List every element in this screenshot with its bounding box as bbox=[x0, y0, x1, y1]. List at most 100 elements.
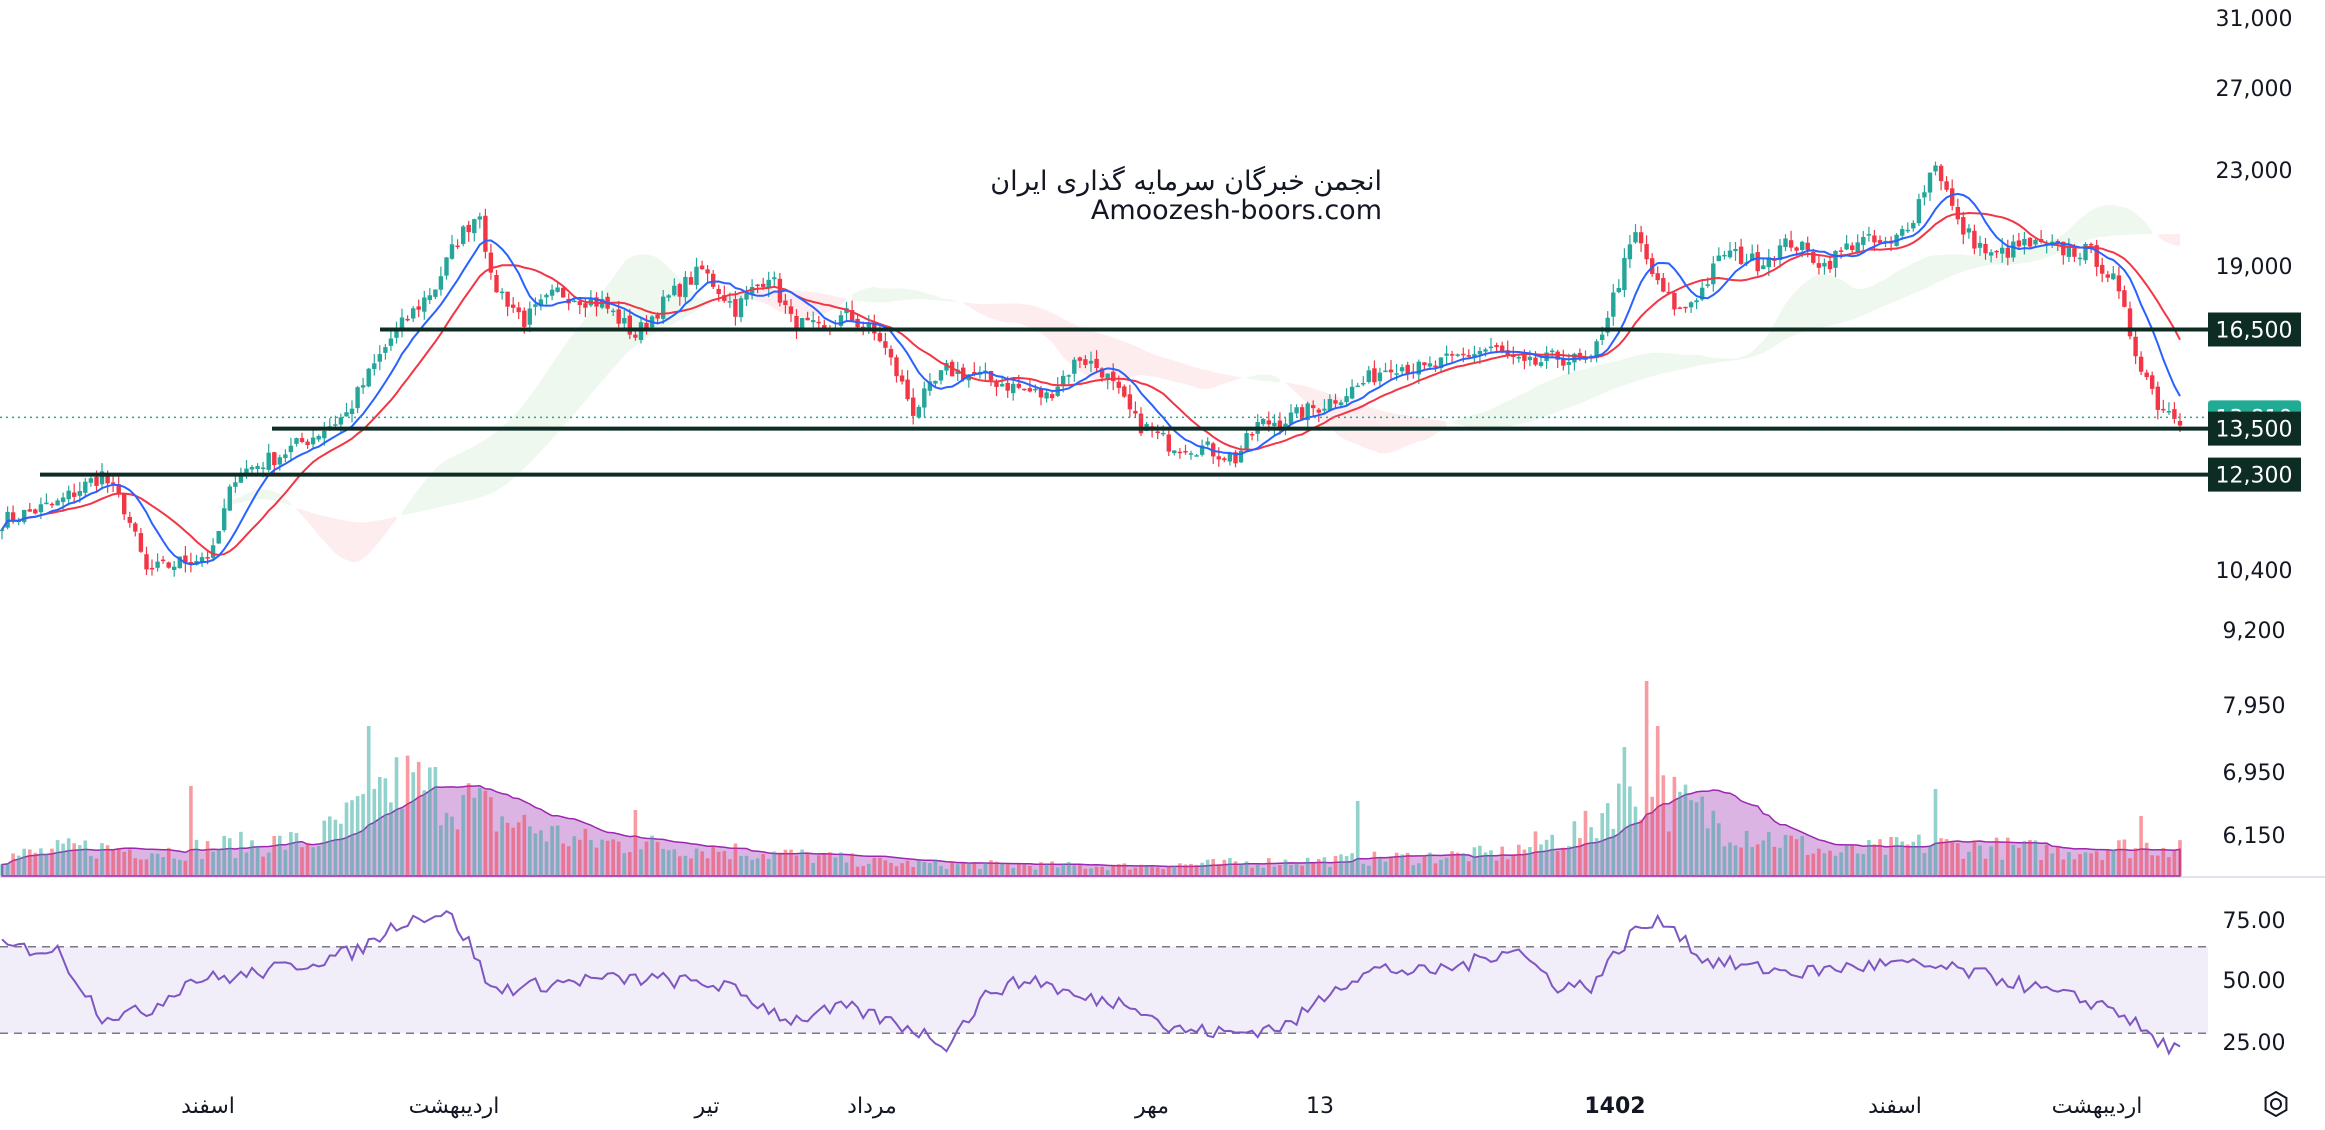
volume-bar bbox=[428, 767, 432, 876]
volume-bar bbox=[1000, 863, 1004, 876]
candle-body bbox=[544, 294, 549, 298]
candle-body bbox=[1227, 453, 1233, 462]
volume-bar bbox=[150, 853, 154, 876]
candle-body bbox=[911, 397, 916, 416]
volume-bar bbox=[872, 857, 877, 876]
candle-body bbox=[49, 503, 55, 506]
price-tick-label: 7,950 bbox=[2223, 694, 2286, 719]
volume-bar bbox=[1794, 839, 1799, 876]
candle-body bbox=[283, 454, 288, 458]
candle-body bbox=[383, 347, 388, 353]
volume-pane bbox=[0, 681, 2182, 877]
candle-body bbox=[249, 467, 255, 470]
volume-bar bbox=[1811, 853, 1816, 876]
candle-body bbox=[1755, 252, 1760, 272]
volume-bar bbox=[1372, 851, 1377, 876]
volume-bar bbox=[83, 840, 88, 876]
volume-bar bbox=[1739, 847, 1743, 876]
candle-body bbox=[483, 215, 488, 252]
volume-bar bbox=[905, 860, 910, 876]
cloud-segment bbox=[1246, 374, 1280, 383]
volume-bar bbox=[1183, 864, 1188, 876]
volume-bar bbox=[1678, 791, 1682, 876]
volume-bar bbox=[611, 839, 615, 876]
volume-bar bbox=[2094, 851, 2099, 876]
volume-bar bbox=[1389, 857, 1393, 876]
price-tick-label: 6,950 bbox=[2223, 761, 2286, 786]
candle-body bbox=[838, 315, 844, 326]
volume-bar bbox=[1994, 837, 1999, 876]
price-axis[interactable]: 31,00027,00023,00019,00016,50013,81013,5… bbox=[2208, 7, 2301, 1056]
candle-body bbox=[849, 310, 855, 321]
volume-bar bbox=[616, 841, 621, 876]
moving-average-slow bbox=[1, 211, 2181, 557]
candle-body bbox=[1511, 355, 1516, 357]
volume-bar bbox=[1067, 862, 1071, 876]
volume-bar bbox=[994, 861, 999, 876]
volume-bar bbox=[466, 783, 471, 876]
volume-bar bbox=[1667, 831, 1671, 876]
volume-bar bbox=[1150, 867, 1154, 876]
candle-body bbox=[727, 301, 733, 303]
volume-bar bbox=[716, 851, 721, 876]
volume-bar bbox=[883, 860, 888, 876]
volume-bar bbox=[1450, 851, 1454, 876]
horizontal-levels[interactable] bbox=[0, 327, 2208, 477]
candle-body bbox=[877, 333, 883, 342]
volume-bar bbox=[172, 858, 176, 876]
volume-bar bbox=[583, 828, 588, 876]
volume-bar bbox=[250, 840, 254, 876]
candle-body bbox=[488, 252, 494, 273]
volume-bar bbox=[2083, 852, 2088, 876]
candle-body bbox=[1205, 441, 1210, 445]
volume-bar bbox=[839, 852, 843, 876]
volume-bar bbox=[1661, 775, 1666, 876]
volume-bar bbox=[1772, 846, 1777, 876]
volume-bar bbox=[817, 855, 821, 876]
candle-body bbox=[1305, 403, 1310, 421]
candle-body bbox=[288, 445, 294, 453]
volume-bar bbox=[1805, 854, 1810, 876]
candle-body bbox=[1399, 367, 1405, 372]
volume-bar bbox=[1100, 866, 1104, 876]
volume-bar bbox=[1178, 863, 1182, 876]
volume-bar bbox=[1139, 864, 1143, 876]
candle-body bbox=[1688, 302, 1694, 308]
candle-body bbox=[1077, 357, 1083, 361]
volume-bar bbox=[983, 862, 988, 876]
volume-bar bbox=[1833, 855, 1838, 876]
time-axis[interactable]: اسفند اردیبهشت تیر مرداد مهر 13 1402 اسفند اردیب… bbox=[181, 1094, 2142, 1119]
volume-bar bbox=[55, 840, 60, 876]
volume-bar bbox=[233, 858, 238, 876]
candle-body bbox=[1483, 349, 1488, 352]
candle-body bbox=[1661, 278, 1666, 292]
volume-bar bbox=[828, 852, 832, 876]
volume-bar bbox=[666, 850, 671, 876]
volume-bar bbox=[1417, 863, 1421, 876]
volume-bar bbox=[128, 849, 132, 876]
candle-body bbox=[1366, 370, 1371, 382]
volume-bar bbox=[789, 849, 793, 876]
candle-body bbox=[260, 467, 266, 469]
candle-body bbox=[772, 277, 777, 280]
volume-bar bbox=[389, 802, 393, 876]
volume-bar bbox=[1083, 868, 1088, 876]
volume-bar bbox=[694, 848, 699, 876]
volume-bar bbox=[978, 869, 982, 876]
candle-body bbox=[10, 512, 16, 521]
candle-body bbox=[916, 406, 921, 418]
volume-bar bbox=[222, 835, 226, 876]
volume-bar bbox=[472, 797, 477, 876]
volume-bar bbox=[1400, 854, 1404, 876]
volume-bar bbox=[50, 848, 54, 876]
volume-bar bbox=[272, 836, 276, 876]
candle-body bbox=[1111, 371, 1116, 381]
volume-bar bbox=[500, 816, 504, 876]
volume-bar bbox=[555, 825, 560, 876]
volume-bar bbox=[1011, 867, 1015, 876]
volume-bar bbox=[1728, 842, 1732, 876]
gear-icon[interactable] bbox=[2262, 1090, 2290, 1118]
volume-bar bbox=[328, 816, 332, 876]
volume-bar bbox=[711, 846, 715, 876]
volume-bar bbox=[639, 849, 643, 876]
